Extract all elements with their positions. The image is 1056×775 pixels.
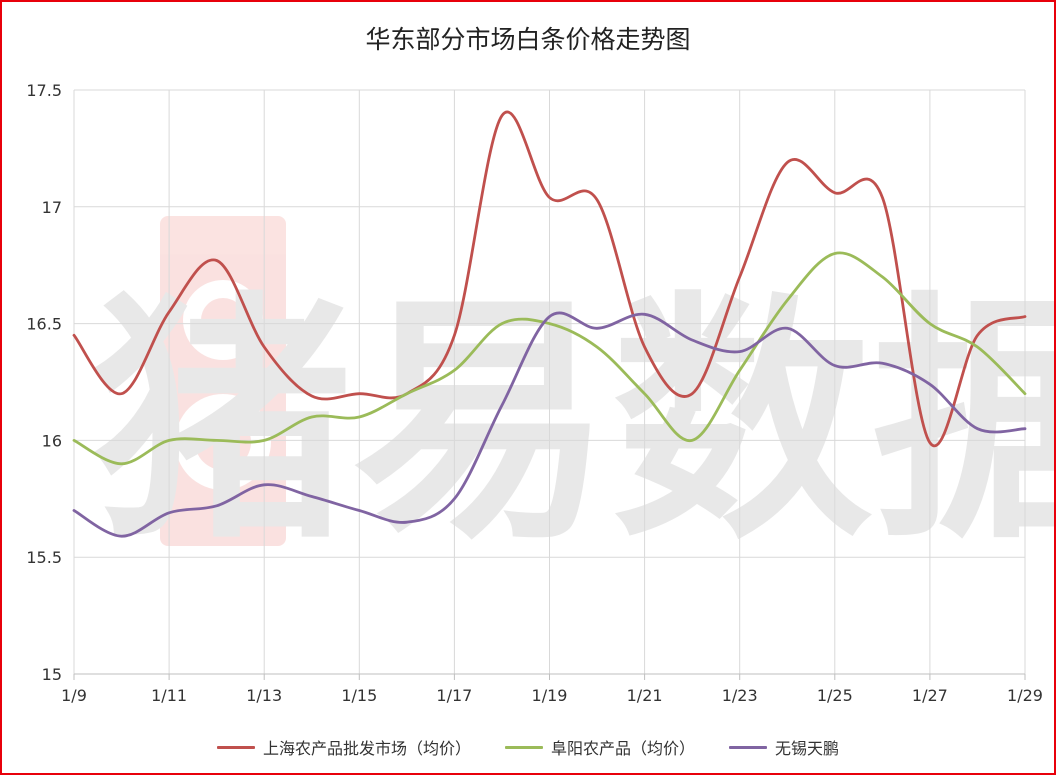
legend-item: 无锡天鹏	[729, 735, 839, 759]
y-tick-label: 15.5	[26, 548, 62, 567]
x-tick-label: 1/15	[341, 686, 377, 705]
legend-swatch	[729, 745, 767, 749]
series-line-3	[72, 311, 1027, 538]
y-axis-ticks: 15 15.5 16 16.5 17 17.5	[26, 81, 62, 684]
x-tick-label: 1/23	[722, 686, 758, 705]
y-tick-label: 16	[42, 431, 62, 450]
y-tick-label: 15	[42, 665, 62, 684]
series-line-1	[72, 110, 1027, 448]
series-lines	[72, 110, 1027, 538]
legend-label: 上海农产品批发市场（均价）	[262, 739, 471, 758]
legend: 上海农产品批发市场（均价） 阜阳农产品（均价） 无锡天鹏	[2, 735, 1054, 759]
watermark-logo: 猪易数据	[92, 216, 1054, 574]
series-line-2	[72, 251, 1027, 466]
x-tick-label: 1/21	[627, 686, 663, 705]
x-tick-label: 1/13	[246, 686, 282, 705]
legend-label: 无锡天鹏	[775, 739, 840, 758]
legend-swatch	[216, 745, 255, 749]
legend-item: 阜阳农产品（均价）	[504, 735, 695, 759]
legend-item: 上海农产品批发市场（均价）	[216, 735, 471, 759]
y-tick-label: 17.5	[26, 81, 62, 100]
x-tick-label: 1/25	[817, 686, 853, 705]
watermark-logo-dot-top	[201, 298, 245, 342]
x-axis-ticks: 1/9 1/11 1/13 1/15 1/17 1/19 1/21 1/23 1/25 1/27 1…	[61, 674, 1043, 705]
x-tick-label: 1/27	[912, 686, 948, 705]
legend-label: 阜阳农产品（均价）	[550, 739, 695, 758]
x-tick-label: 1/9	[61, 686, 87, 705]
x-tick-label: 1/17	[436, 686, 472, 705]
watermark-logo-block	[160, 216, 286, 546]
x-tick-label: 1/11	[151, 686, 187, 705]
y-tick-label: 16.5	[26, 315, 62, 334]
chart-title: 华东部分市场白条价格走势图	[365, 25, 691, 54]
y-tick-label: 17	[42, 198, 62, 217]
x-tick-label: 1/29	[1007, 686, 1043, 705]
legend-swatch	[504, 745, 543, 749]
gridlines	[73, 89, 1026, 674]
x-tick-label: 1/19	[532, 686, 568, 705]
